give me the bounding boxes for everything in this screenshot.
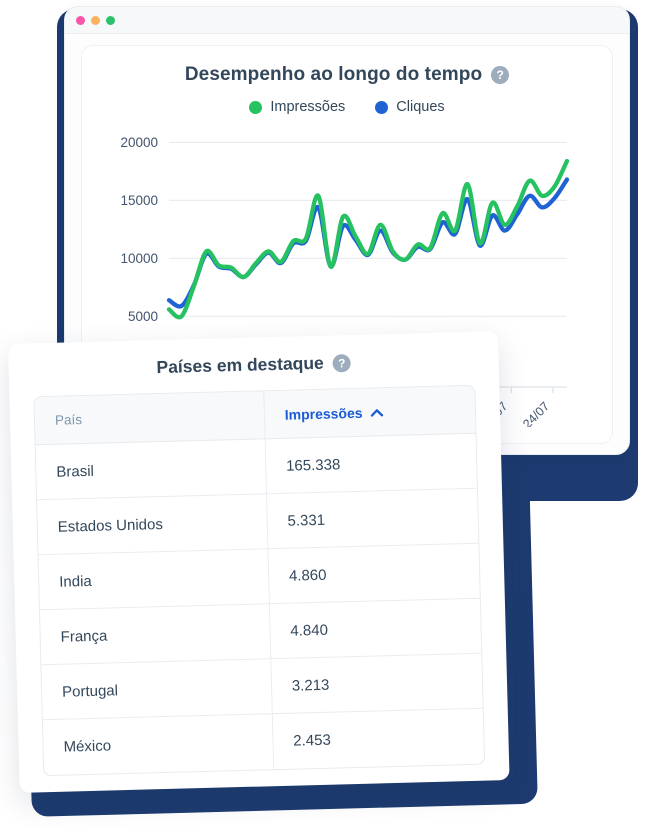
window-titlebar <box>65 7 629 34</box>
cliques-dot-icon <box>375 100 389 114</box>
impressions-cell: 4.840 <box>268 598 482 659</box>
country-cell: México <box>63 737 112 756</box>
impressions-cell: 4.860 <box>267 543 480 604</box>
legend-label: Cliques <box>396 99 445 115</box>
column-header-pais: País <box>54 412 83 428</box>
svg-text:5000: 5000 <box>128 309 158 324</box>
help-icon[interactable]: ? <box>491 66 510 84</box>
impressions-cell: 165.338 <box>264 433 477 494</box>
impressions-cell: 2.453 <box>271 708 485 770</box>
table-header-row: País Impressões <box>34 385 476 446</box>
window-dot-orange-icon[interactable] <box>91 15 100 25</box>
window-dot-pink-icon[interactable] <box>76 15 85 25</box>
country-cell: Brasil <box>56 462 95 481</box>
column-header-label: Impressões <box>284 404 363 423</box>
chart-legend: Impressões Cliques <box>82 99 612 115</box>
chart-title: Desempenho ao longo do tempo <box>184 64 483 85</box>
impressions-cell: 5.331 <box>265 488 479 549</box>
help-icon[interactable]: ? <box>332 353 351 373</box>
legend-item-impressoes[interactable]: Impressões <box>249 99 345 115</box>
column-header-impressoes-sort[interactable]: Impressões <box>263 385 476 439</box>
legend-label: Impressões <box>270 99 346 115</box>
impressoes-dot-icon <box>249 100 263 114</box>
svg-text:10000: 10000 <box>120 251 158 266</box>
sort-asc-icon <box>370 408 383 417</box>
svg-text:24/07: 24/07 <box>520 399 552 427</box>
country-cell: França <box>60 627 108 646</box>
countries-card: Países em destaque ? País Impressões Bra… <box>8 331 510 793</box>
svg-text:15000: 15000 <box>120 193 158 208</box>
impressions-cell: 3.213 <box>270 653 483 714</box>
country-cell: Portugal <box>61 681 119 701</box>
legend-item-cliques[interactable]: Cliques <box>375 99 445 115</box>
window-dot-green-icon[interactable] <box>106 15 115 25</box>
country-cell: India <box>59 572 92 591</box>
table-row: México 2.453 <box>43 708 485 775</box>
countries-table: País Impressões Brasil 165.338 Estados U… <box>33 384 486 777</box>
country-cell: Estados Unidos <box>57 515 164 536</box>
svg-text:20000: 20000 <box>120 135 158 150</box>
countries-title: Países em destaque <box>156 352 325 378</box>
